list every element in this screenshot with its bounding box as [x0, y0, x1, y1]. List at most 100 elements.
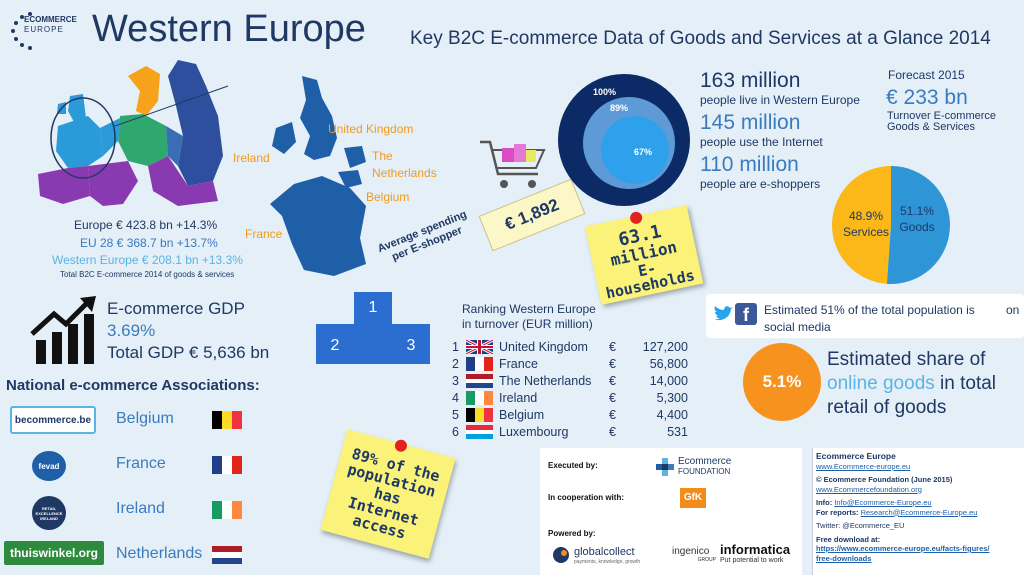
- netherlands-flag-icon: [466, 373, 493, 388]
- gdp-value: 3.69%: [107, 321, 156, 340]
- ingenico-tag: GROUP: [697, 557, 716, 563]
- contact-info-email[interactable]: Info@Ecommerce-Europe.eu: [834, 498, 932, 507]
- informatica-tag: Put potential to work: [720, 557, 784, 564]
- globalcollect-logo[interactable]: globalcollect payments, knowledge, growt…: [552, 544, 660, 568]
- facebook-icon: f: [735, 303, 757, 325]
- contact-block: Ecommerce Europe www.Ecommerce-europe.eu…: [816, 451, 1022, 563]
- associations-list: becommerce.be Belgium fevad France RETAI…: [0, 404, 260, 575]
- ireland-flag-icon: [212, 501, 242, 519]
- ranking-title-line1: Ranking Western Europe: [462, 302, 596, 316]
- gfk-logo[interactable]: GfK: [680, 488, 706, 508]
- share-text: Estimated share of online goods in total…: [827, 348, 996, 420]
- ranking-currency: €: [609, 424, 616, 439]
- share-line2-highlight: online goods: [827, 373, 935, 394]
- informatica-name: informatica: [720, 542, 791, 557]
- contact-panel: [812, 448, 1024, 575]
- forecast-desc: Turnover E-commerce Goods & Services: [887, 111, 996, 133]
- map-label-france: France: [245, 227, 283, 241]
- ireland-flag-icon: [466, 390, 493, 405]
- contact-org-url[interactable]: www.Ecommerce-europe.eu: [816, 461, 911, 471]
- share-value: 5.1%: [762, 372, 802, 391]
- ranking-rank: 5: [452, 407, 459, 422]
- association-item[interactable]: fevad France: [0, 451, 260, 481]
- globalcollect-name: globalcollect: [574, 546, 635, 558]
- map-label-netherlands-text: The Netherlands: [372, 149, 437, 180]
- podium-middle: [354, 324, 392, 364]
- ranking-row: 5 Belgium € 4,400: [452, 406, 692, 423]
- becommerce-logo-text: becommerce.be: [14, 414, 92, 426]
- contact-reports-label: For reports:: [816, 507, 861, 517]
- association-country: Netherlands: [116, 545, 203, 562]
- contact-download-url-line2[interactable]: free-downloads: [816, 553, 872, 563]
- ingenico-logo[interactable]: ingenico GROUP: [672, 546, 716, 568]
- association-item[interactable]: thuiswinkel.org Netherlands: [0, 541, 260, 571]
- association-country: Belgium: [116, 410, 174, 427]
- ranking-rank: 4: [452, 390, 459, 405]
- ranking-country: Ireland: [499, 390, 538, 405]
- executed-label: Executed by:: [548, 461, 598, 470]
- households-note: 63.1 million E-households: [584, 205, 704, 305]
- social-text-line1: Estimated 51% of the total population is: [764, 303, 975, 317]
- podium-second-label: 2: [330, 337, 340, 354]
- ecommerce-foundation-logo[interactable]: Ecommerce FOUNDATION: [656, 456, 736, 478]
- gdp-block: E-commerce GDP 3.69% Total GDP € 5,636 b…: [107, 298, 269, 364]
- association-country: France: [116, 455, 166, 472]
- map-label-netherlands: The Netherlands: [372, 148, 452, 182]
- retail-excellence-logo-text: RETAIL EXCELLENCE IRELAND: [35, 505, 63, 521]
- podium-first: 1: [354, 292, 392, 324]
- luxembourg-flag-icon: [466, 424, 493, 439]
- social-text: Estimated 51% of the total population is…: [764, 302, 1020, 336]
- internet-access-note: 89% of the population has Internet acces…: [320, 429, 456, 559]
- ecommerce-europe-logo[interactable]: ECOMMERCE EUROPE: [8, 8, 88, 54]
- logo-line2: EUROPE: [24, 25, 64, 34]
- becommerce-logo[interactable]: becommerce.be: [10, 406, 96, 434]
- shoppers-value: 110 million: [700, 153, 799, 176]
- pie-goods-label: 51.1% Goods: [890, 203, 944, 235]
- informatica-logo[interactable]: informatica Put potential to work: [720, 542, 800, 570]
- contact-foundation-url[interactable]: www.Ecommercefoundation.org: [816, 484, 922, 494]
- contact-twitter: Twitter: @Ecommerce_EU: [816, 521, 905, 530]
- spending-label: Average spending per E-shopper: [376, 208, 474, 268]
- ingenico-name: ingenico: [672, 546, 710, 557]
- podium-third-label: 3: [406, 337, 416, 354]
- social-media-box: [706, 294, 1024, 338]
- share-line1: Estimated share of: [827, 349, 986, 370]
- social-text-line2: social media: [764, 320, 831, 334]
- contact-reports-email[interactable]: Research@Ecommerce-Europe.eu: [860, 507, 978, 517]
- foundation-name-line1: Ecommerce: [678, 456, 732, 467]
- association-country: Ireland: [116, 500, 165, 517]
- europe-map: [38, 60, 229, 206]
- association-item[interactable]: RETAIL EXCELLENCE IRELAND Ireland: [0, 496, 260, 530]
- retail-excellence-logo[interactable]: RETAIL EXCELLENCE IRELAND: [32, 496, 66, 530]
- association-item[interactable]: becommerce.be Belgium: [0, 406, 260, 436]
- pushpin-icon: [393, 438, 409, 454]
- ranking-currency: €: [609, 390, 616, 405]
- gdp-title: E-commerce GDP: [107, 299, 245, 318]
- podium-third: 3: [392, 324, 430, 364]
- pie-goods-name: Goods: [899, 220, 935, 234]
- growth-chart-icon: [30, 296, 96, 364]
- ranking-country: United Kingdom: [499, 339, 588, 354]
- ranking-currency: €: [609, 339, 616, 354]
- spending-value: € 1,892: [501, 195, 562, 234]
- ranking-rank: 3: [452, 373, 459, 388]
- pie-services-label: 48.9% Services: [838, 208, 894, 240]
- stat-eu28: EU 28 € 368.7 bn +13.7%: [80, 236, 218, 250]
- map-label-belgium: Belgium: [366, 190, 410, 204]
- ranking-row: 2 France € 56,800: [452, 355, 692, 372]
- ranking-country: Belgium: [499, 407, 545, 422]
- thuiswinkel-logo-text: thuiswinkel.org: [9, 546, 98, 560]
- fevad-logo[interactable]: fevad: [32, 451, 66, 481]
- ranking-title: Ranking Western Europe in turnover (EUR …: [462, 302, 596, 332]
- shopping-cart-icon: [480, 140, 546, 188]
- stat-europe: Europe € 423.8 bn +14.3%: [74, 218, 218, 232]
- thuiswinkel-logo[interactable]: thuiswinkel.org: [4, 541, 104, 565]
- ranking-value: 4,400: [656, 407, 688, 422]
- contact-download-url-line1[interactable]: https://www.ecommerce-europe.eu/facts-fi…: [816, 544, 990, 553]
- ranking-row: 4 Ireland € 5,300: [452, 389, 692, 406]
- logo-line1: ECOMMERCE: [24, 15, 77, 24]
- ranking-currency: €: [609, 373, 616, 388]
- pie-slice-services: [832, 166, 891, 284]
- share-line2-rest: in total: [934, 373, 997, 394]
- uk-flag-icon: [466, 339, 493, 354]
